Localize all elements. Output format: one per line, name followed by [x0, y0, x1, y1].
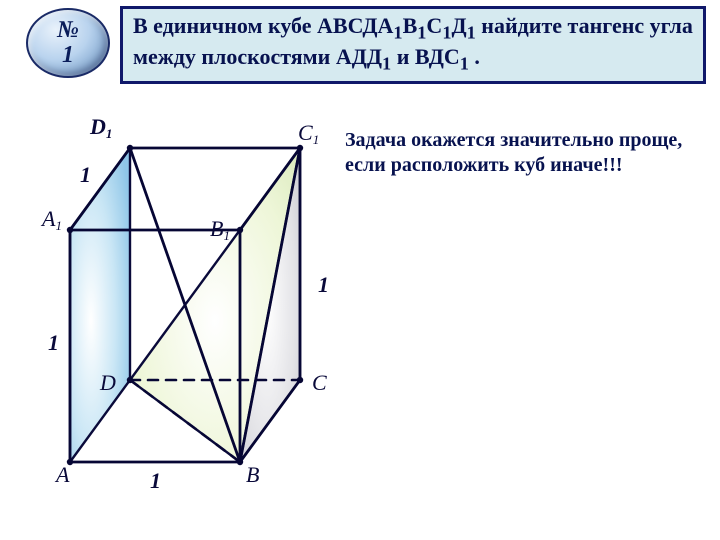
svg-text:1: 1 [318, 272, 329, 297]
svg-text:C1: C1 [298, 120, 319, 147]
svg-text:1: 1 [150, 468, 161, 493]
svg-text:D1: D1 [89, 114, 112, 141]
badge-line2: 1 [62, 42, 74, 68]
hint-text: Задача окажется значительно проще, если … [345, 128, 695, 178]
svg-text:1: 1 [48, 330, 59, 355]
svg-text:B: B [246, 462, 259, 487]
svg-text:B1: B1 [210, 216, 230, 243]
problem-statement: В единичном кубе АВСДА1В1С1Д1 найдите та… [120, 6, 706, 84]
svg-text:C: C [312, 370, 327, 395]
svg-text:A: A [54, 462, 70, 487]
problem-text: В единичном кубе АВСДА1В1С1Д1 найдите та… [133, 13, 693, 69]
cube-diagram: A B C D A1 B1 C1 D1 1 1 1 1 [0, 90, 360, 530]
svg-text:D: D [99, 370, 116, 395]
badge-line1: № [57, 17, 79, 43]
svg-text:A1: A1 [40, 206, 62, 233]
problem-number-badge: № 1 [26, 8, 110, 78]
svg-text:1: 1 [80, 162, 91, 187]
